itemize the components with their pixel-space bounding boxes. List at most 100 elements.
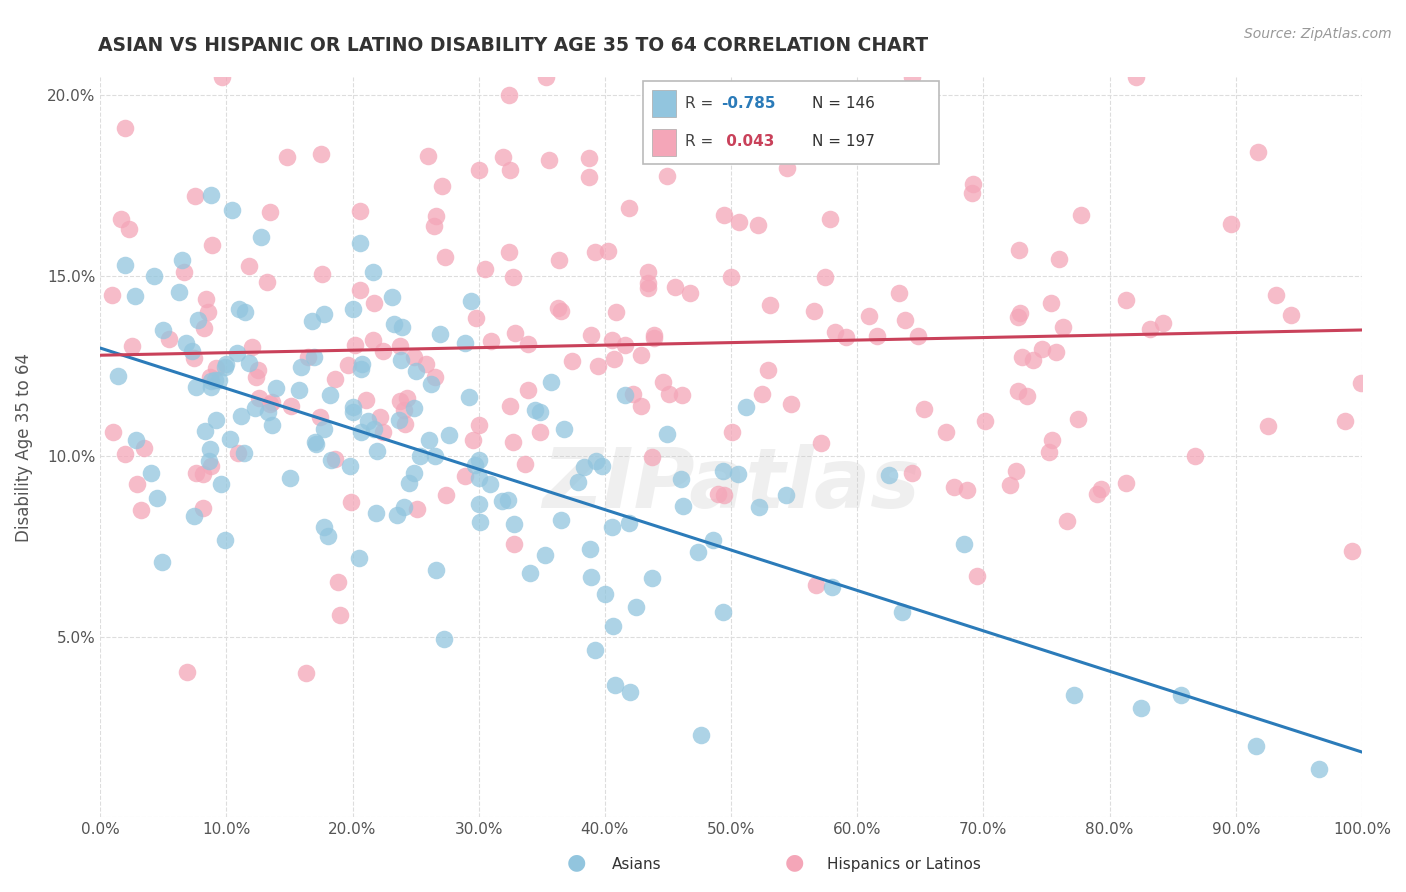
Point — [366, 444, 388, 458]
Point — [287, 383, 309, 397]
Point — [422, 219, 444, 233]
Point — [891, 605, 914, 619]
Point — [935, 425, 957, 439]
Point — [423, 449, 446, 463]
Point — [858, 310, 880, 324]
Point — [139, 466, 162, 480]
Point — [1007, 384, 1029, 398]
Point — [1115, 476, 1137, 491]
Point — [238, 356, 260, 370]
Point — [340, 495, 363, 509]
Point — [942, 480, 965, 494]
Point — [354, 393, 377, 408]
Point — [998, 477, 1021, 491]
Point — [503, 326, 526, 340]
Point — [579, 542, 602, 557]
Point — [605, 304, 627, 318]
Point — [183, 508, 205, 523]
Point — [735, 401, 758, 415]
Point — [759, 298, 782, 312]
Point — [748, 500, 770, 514]
Point — [211, 70, 233, 85]
Point — [200, 375, 222, 389]
Point — [600, 334, 623, 348]
FancyBboxPatch shape — [652, 89, 676, 117]
Point — [641, 571, 664, 585]
Point — [389, 353, 412, 368]
Y-axis label: Disability Age 35 to 64: Disability Age 35 to 64 — [15, 352, 32, 541]
Point — [866, 328, 889, 343]
Point — [600, 520, 623, 534]
Point — [821, 580, 844, 594]
Point — [200, 442, 222, 456]
Point — [479, 476, 502, 491]
Point — [1040, 433, 1063, 447]
FancyBboxPatch shape — [652, 128, 676, 156]
Point — [553, 422, 575, 436]
Point — [643, 327, 665, 342]
Point — [363, 296, 385, 310]
Point — [780, 397, 803, 411]
Point — [686, 545, 709, 559]
Point — [461, 434, 484, 448]
Point — [537, 153, 560, 167]
Point — [200, 458, 222, 473]
Point — [425, 563, 447, 577]
Point — [889, 285, 911, 300]
Point — [388, 339, 411, 353]
Point — [226, 346, 249, 360]
Point — [215, 357, 238, 371]
Point — [430, 179, 453, 194]
Point — [349, 283, 371, 297]
Point — [245, 370, 267, 384]
Point — [157, 332, 180, 346]
Point — [193, 467, 215, 482]
Point — [295, 665, 318, 680]
Point — [256, 275, 278, 289]
Point — [319, 453, 342, 467]
Point — [818, 211, 841, 226]
Point — [425, 209, 447, 223]
Point — [498, 88, 520, 103]
Point — [637, 277, 659, 291]
Point — [619, 684, 641, 698]
Point — [260, 395, 283, 409]
Point — [641, 450, 664, 464]
Point — [1052, 320, 1074, 334]
Point — [1007, 310, 1029, 324]
Point — [297, 350, 319, 364]
Point — [550, 513, 572, 527]
Point — [624, 599, 647, 614]
Text: ●: ● — [785, 853, 804, 872]
Point — [405, 364, 427, 378]
Point — [621, 386, 644, 401]
Point — [678, 286, 700, 301]
Point — [381, 290, 404, 304]
Point — [1085, 487, 1108, 501]
Text: -0.785: -0.785 — [721, 95, 776, 111]
Point — [585, 453, 607, 467]
Point — [498, 245, 520, 260]
Point — [205, 412, 228, 426]
Point — [1056, 514, 1078, 528]
Point — [172, 252, 194, 267]
Point — [974, 414, 997, 428]
Point — [1066, 412, 1088, 426]
Text: R =: R = — [685, 134, 718, 149]
Point — [643, 330, 665, 344]
Point — [1040, 296, 1063, 310]
Point — [664, 280, 686, 294]
Point — [523, 402, 546, 417]
Point — [454, 335, 477, 350]
Point — [233, 445, 256, 459]
Point — [901, 467, 924, 481]
Point — [246, 363, 269, 377]
Point — [1115, 293, 1137, 308]
Point — [534, 548, 557, 562]
Point — [240, 340, 263, 354]
Point — [205, 361, 228, 376]
Point — [418, 149, 440, 163]
Text: R =: R = — [685, 95, 718, 111]
Point — [630, 399, 652, 413]
Point — [503, 517, 526, 532]
